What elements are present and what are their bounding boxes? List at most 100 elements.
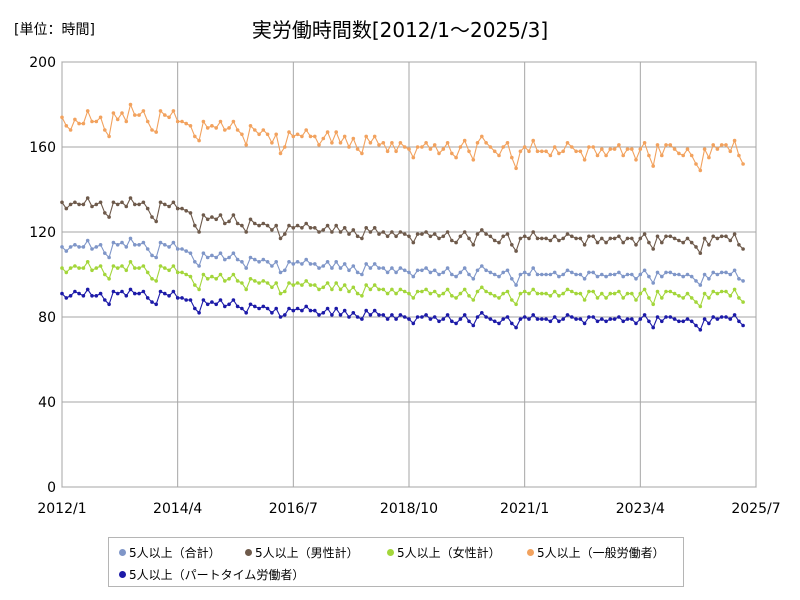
data-point	[514, 166, 518, 171]
data-point	[313, 226, 317, 230]
data-point	[415, 232, 420, 236]
data-point	[458, 270, 463, 275]
data-point	[518, 149, 523, 154]
data-point	[94, 202, 99, 207]
data-point	[711, 143, 715, 147]
data-point	[351, 264, 356, 268]
data-point	[295, 260, 300, 264]
data-point	[689, 319, 694, 324]
data-point	[450, 319, 454, 324]
data-point	[681, 153, 685, 158]
data-point	[77, 121, 81, 126]
data-point	[480, 311, 484, 315]
data-point	[128, 287, 133, 292]
data-point	[274, 306, 279, 311]
data-point	[227, 277, 231, 281]
data-point	[175, 247, 180, 251]
series-layer	[60, 102, 745, 332]
data-point	[377, 313, 381, 317]
data-point	[330, 287, 334, 292]
data-point	[390, 230, 394, 234]
data-point	[672, 147, 677, 151]
data-point	[394, 291, 398, 296]
data-point	[235, 257, 240, 262]
data-point	[304, 257, 309, 262]
data-point	[73, 243, 77, 247]
data-point	[634, 243, 638, 247]
data-point	[540, 272, 544, 277]
data-point	[694, 300, 698, 304]
data-point	[660, 153, 664, 158]
data-point	[184, 272, 188, 277]
data-point	[411, 321, 416, 326]
data-point	[685, 291, 690, 296]
data-point	[642, 141, 647, 145]
data-point	[150, 253, 154, 258]
data-point	[535, 236, 540, 241]
data-point	[415, 268, 420, 273]
data-point	[94, 266, 99, 270]
data-point	[492, 149, 497, 154]
data-point	[278, 315, 283, 319]
data-point	[587, 270, 591, 275]
data-point	[522, 315, 527, 319]
data-point	[591, 145, 595, 149]
unit-label: [単位：時間]	[14, 22, 95, 38]
data-point	[437, 151, 441, 156]
data-point	[270, 311, 274, 315]
data-point	[578, 317, 583, 321]
data-point	[561, 272, 565, 277]
data-point	[210, 124, 214, 128]
data-point	[394, 317, 398, 321]
data-point	[231, 213, 236, 217]
data-point	[283, 145, 287, 149]
series-line	[61, 260, 744, 308]
data-point	[81, 245, 86, 249]
data-point	[715, 291, 720, 296]
data-point	[595, 296, 600, 300]
data-point	[150, 128, 154, 132]
data-point	[484, 141, 488, 145]
data-point	[201, 272, 206, 277]
data-point	[295, 132, 300, 137]
legend-marker	[119, 549, 126, 556]
data-point	[128, 102, 133, 107]
data-point	[368, 287, 373, 292]
data-point	[342, 226, 347, 230]
data-point	[214, 302, 218, 307]
data-point	[124, 204, 129, 209]
data-point	[518, 317, 523, 321]
data-point	[441, 234, 446, 239]
data-point	[441, 291, 446, 296]
data-point	[278, 270, 283, 275]
data-point	[728, 317, 733, 321]
data-point	[552, 315, 557, 319]
data-point	[265, 223, 270, 228]
data-point	[64, 124, 69, 128]
data-point	[115, 202, 120, 207]
data-point	[698, 328, 703, 332]
data-point	[694, 323, 698, 328]
data-point	[420, 145, 424, 149]
data-point	[385, 270, 390, 275]
data-point	[638, 291, 643, 296]
data-point	[582, 298, 587, 302]
data-point	[218, 251, 223, 255]
data-point	[548, 294, 553, 298]
data-point	[158, 264, 163, 268]
data-point	[150, 277, 154, 281]
data-point	[407, 291, 411, 296]
data-point	[565, 232, 570, 236]
data-point	[278, 151, 283, 156]
data-point	[741, 247, 745, 251]
data-point	[115, 266, 120, 270]
data-point	[385, 317, 390, 321]
data-point	[535, 291, 540, 296]
data-point	[188, 251, 193, 255]
data-point	[732, 138, 737, 143]
data-point	[454, 296, 458, 300]
data-point	[184, 249, 188, 253]
data-point	[698, 304, 703, 309]
data-point	[694, 162, 698, 166]
